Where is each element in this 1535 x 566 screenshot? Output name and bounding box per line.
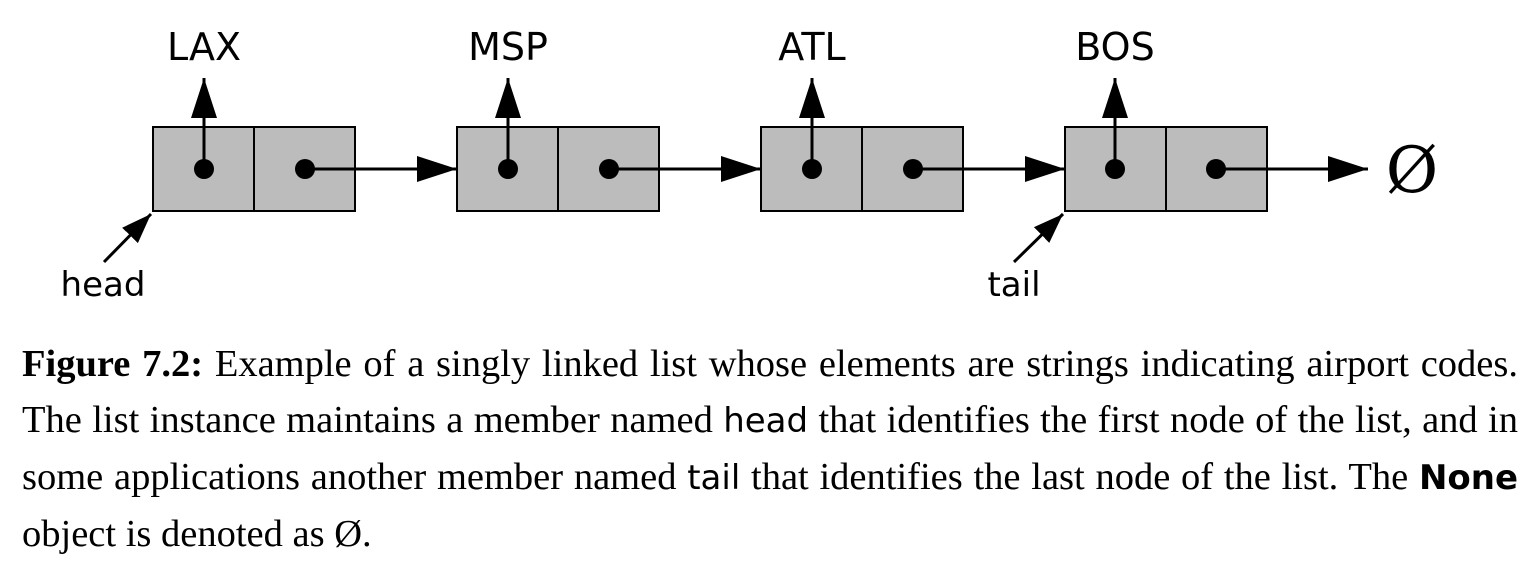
caption-text: that identifies the last node of the lis… bbox=[740, 456, 1419, 498]
figure-caption: Figure 7.2: Example of a singly linked l… bbox=[22, 336, 1518, 562]
head-pointer: head bbox=[61, 212, 153, 305]
caption-text: Example of a singly linked list whose el… bbox=[22, 343, 1518, 441]
node-element-label: BOS bbox=[1075, 25, 1154, 69]
tail-pointer: tail bbox=[987, 212, 1065, 305]
caption-text: that identifies the first node of the li… bbox=[22, 399, 1518, 498]
null-terminator-symbol: Ø bbox=[1386, 134, 1438, 208]
caption-none-keyword: None bbox=[1418, 458, 1519, 498]
head-arrow bbox=[102, 212, 153, 264]
tail-label: tail bbox=[987, 265, 1040, 305]
caption-tail-term: tail bbox=[687, 458, 741, 498]
caption-text: object is denoted as bbox=[22, 513, 335, 555]
linked-list-diagram: LAX MSP ATL BOS Ø head t bbox=[61, 25, 1439, 305]
head-label: head bbox=[61, 265, 146, 305]
node-element-label: MSP bbox=[468, 25, 548, 69]
caption-null-symbol: Ø bbox=[334, 513, 363, 555]
caption-head-term: head bbox=[723, 401, 809, 441]
tail-arrow bbox=[1012, 212, 1065, 264]
node-element-label: ATL bbox=[778, 25, 845, 69]
list-node-3: ATL bbox=[760, 25, 1065, 212]
caption-text: . bbox=[362, 513, 372, 555]
list-node-4: BOS bbox=[1064, 25, 1368, 212]
figure-number: Figure 7.2: bbox=[22, 343, 204, 385]
node-element-label: LAX bbox=[167, 25, 241, 69]
list-node-1: LAX bbox=[152, 25, 457, 212]
list-node-2: MSP bbox=[456, 25, 761, 212]
